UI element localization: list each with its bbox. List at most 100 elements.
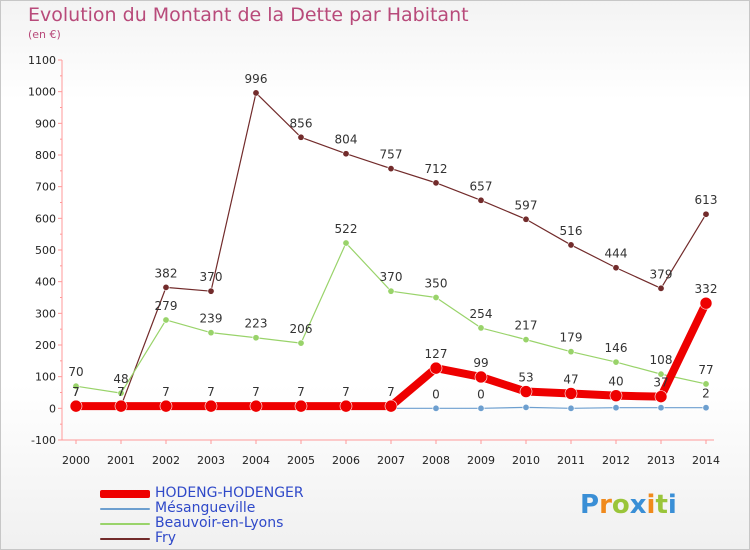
- y-tick-label: 500: [35, 244, 56, 257]
- legend-label-hodeng: HODENG-HODENGER: [155, 485, 304, 501]
- data-label: 613: [695, 193, 718, 207]
- data-label: 757: [380, 148, 403, 162]
- data-label: 217: [515, 319, 538, 333]
- data-label: 7: [342, 385, 350, 399]
- legend-label-mesangueville: Mésangueville: [155, 500, 256, 516]
- data-point: [159, 399, 173, 413]
- x-tick-label: 2004: [242, 454, 270, 467]
- legend-swatch-beauvoir: [100, 522, 150, 525]
- x-tick-label: 2014: [692, 454, 720, 467]
- data-point: [657, 404, 665, 412]
- legend-swatch-fry: [100, 537, 150, 540]
- data-label: 804: [335, 133, 358, 147]
- data-label: 7: [252, 385, 260, 399]
- data-point: [567, 404, 575, 412]
- data-label: 146: [605, 341, 628, 355]
- data-label: 7: [72, 385, 80, 399]
- data-label: 99: [473, 356, 488, 370]
- data-label: 0: [477, 387, 485, 401]
- x-tick-label: 2000: [62, 454, 90, 467]
- data-point: [567, 348, 575, 356]
- data-label: 370: [200, 270, 223, 284]
- data-label: 254: [470, 307, 493, 321]
- y-tick-label: 800: [35, 149, 56, 162]
- data-label: 370: [380, 270, 403, 284]
- legend-item-hodeng: HODENG-HODENGER: [100, 486, 304, 501]
- data-label: 179: [560, 331, 583, 345]
- data-point: [522, 336, 530, 344]
- chart-subtitle: (en €): [28, 28, 61, 41]
- data-label: 37: [653, 376, 668, 390]
- data-label: 108: [650, 353, 673, 367]
- y-tick-label: 900: [35, 117, 56, 130]
- data-label: 379: [650, 267, 673, 281]
- data-label: 7: [207, 385, 215, 399]
- data-point: [522, 215, 530, 223]
- x-tick-label: 2007: [377, 454, 405, 467]
- x-tick-label: 2011: [557, 454, 585, 467]
- data-label: 0: [432, 387, 440, 401]
- legend-item-beauvoir: Beauvoir-en-Lyons: [100, 516, 304, 531]
- y-tick-label: 0: [49, 402, 56, 415]
- logo-letter: x: [629, 490, 647, 520]
- data-label: 856: [290, 116, 313, 130]
- data-point: [114, 399, 128, 413]
- data-label: 48: [113, 372, 128, 386]
- x-tick-label: 2010: [512, 454, 540, 467]
- y-tick-label: 1000: [28, 86, 56, 99]
- y-tick-label: 200: [35, 339, 56, 352]
- data-point: [477, 404, 485, 412]
- data-label: 7: [297, 385, 305, 399]
- legend-item-fry: Fry: [100, 531, 304, 546]
- data-point: [384, 399, 398, 413]
- data-point: [429, 361, 443, 375]
- data-point: [564, 387, 578, 400]
- data-point: [612, 264, 620, 272]
- data-point: [699, 296, 713, 310]
- data-label: 7: [162, 385, 170, 399]
- y-tick-label: 400: [35, 276, 56, 289]
- y-tick-label: 100: [35, 371, 56, 384]
- data-point: [432, 404, 440, 412]
- data-point: [432, 179, 440, 187]
- data-point: [294, 399, 308, 413]
- data-point: [519, 385, 533, 398]
- data-point: [477, 196, 485, 204]
- data-point: [609, 389, 623, 402]
- legend-swatch-mesangueville: [100, 507, 150, 510]
- data-label: 522: [335, 222, 358, 236]
- y-tick-label: 300: [35, 307, 56, 320]
- data-point: [117, 389, 125, 397]
- chart-title: Evolution du Montant de la Dette par Hab…: [28, 4, 469, 26]
- data-point: [249, 399, 263, 413]
- data-point: [567, 241, 575, 249]
- x-tick-label: 2008: [422, 454, 450, 467]
- data-point: [702, 210, 710, 218]
- data-label: 40: [608, 375, 623, 389]
- data-point: [162, 283, 170, 291]
- data-label: 444: [605, 247, 628, 261]
- data-label: 996: [245, 72, 268, 86]
- logo-letter: o: [611, 490, 630, 520]
- x-tick-label: 2003: [197, 454, 225, 467]
- data-label: 279: [155, 299, 178, 313]
- data-label: 657: [470, 179, 493, 193]
- legend-label-fry: Fry: [155, 530, 177, 546]
- legend-item-mesangueville: Mésangueville: [100, 501, 304, 516]
- data-point: [522, 403, 530, 411]
- data-label: 206: [290, 322, 313, 336]
- data-point: [339, 399, 353, 413]
- data-label: 7: [117, 385, 125, 399]
- data-label: 7: [387, 385, 395, 399]
- y-tick-label: 700: [35, 181, 56, 194]
- y-tick-label: 1100: [28, 54, 56, 67]
- data-point: [204, 399, 218, 413]
- y-tick-label: -100: [31, 434, 56, 447]
- data-label: 350: [425, 277, 448, 291]
- data-point: [612, 404, 620, 412]
- data-label: 7: [72, 385, 80, 399]
- data-label: 70: [68, 365, 83, 379]
- y-tick-label: 600: [35, 212, 56, 225]
